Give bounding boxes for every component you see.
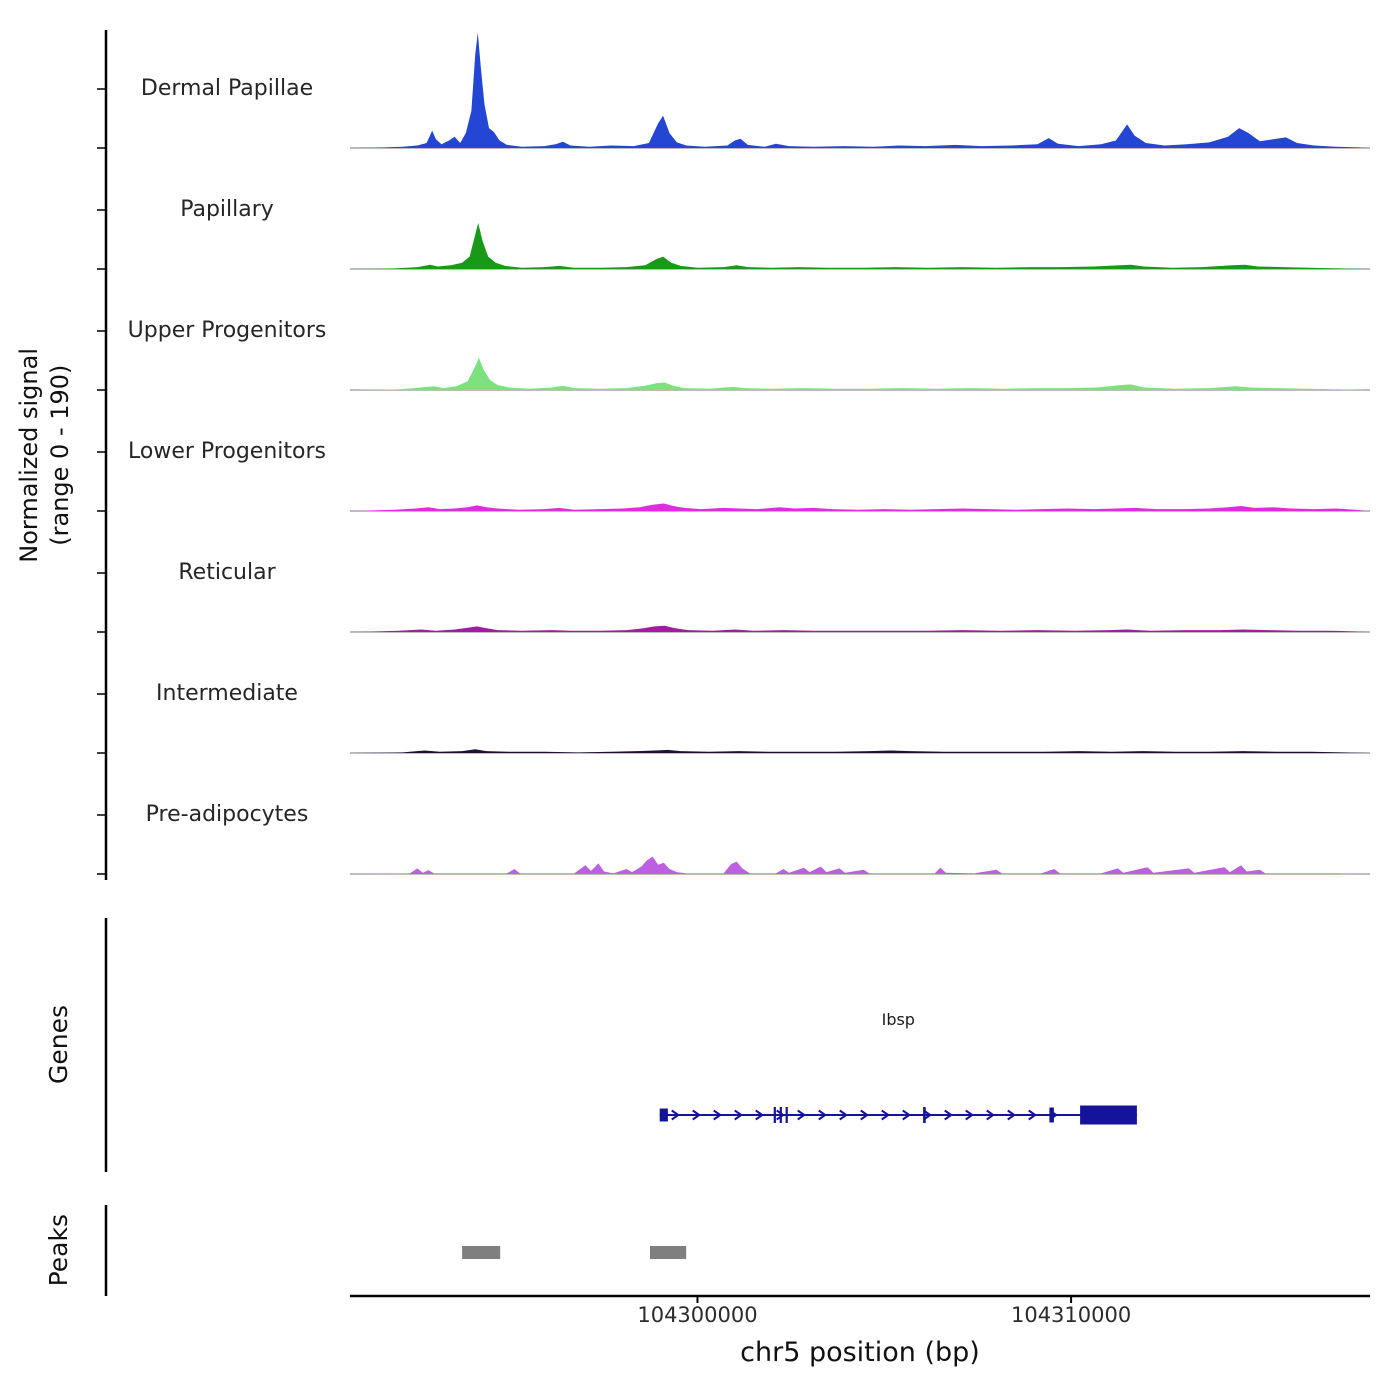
gene-strand-arrow xyxy=(1028,1109,1037,1121)
signal-papillary xyxy=(350,223,1370,269)
gene-exon xyxy=(659,1108,668,1122)
gene-strand-arrow xyxy=(1049,1109,1058,1121)
gene-strand-arrow xyxy=(734,1109,743,1121)
gene-strand-arrow xyxy=(986,1109,995,1121)
gene-exon xyxy=(785,1107,788,1123)
gene-strand-arrow xyxy=(692,1109,701,1121)
gene-strand-arrow xyxy=(797,1109,806,1121)
gene-exon xyxy=(773,1107,776,1123)
gene-strand-arrow xyxy=(881,1109,890,1121)
track-label-pre-adipocytes: Pre-adipocytes xyxy=(145,802,309,827)
peak-region xyxy=(650,1246,687,1259)
genes-section-label: Genes xyxy=(36,918,82,1172)
gene-exon xyxy=(1049,1107,1054,1123)
gene-exon xyxy=(779,1107,782,1123)
gene-strand-arrow xyxy=(818,1109,827,1121)
signal-dermal-papillae xyxy=(350,32,1370,148)
gene-strand-arrow xyxy=(944,1109,953,1121)
gene-exon xyxy=(1080,1105,1137,1125)
signal-lower-progenitors xyxy=(350,503,1370,511)
gene-strand-arrow xyxy=(671,1109,680,1121)
track-label-dermal-papillae: Dermal Papillae xyxy=(140,76,314,101)
gene-strand-arrow xyxy=(923,1109,932,1121)
gene-strand-arrow xyxy=(839,1109,848,1121)
signal-intermediate xyxy=(350,749,1370,753)
track-label-papillary: Papillary xyxy=(180,197,274,222)
gene-strand-arrow xyxy=(902,1109,911,1121)
signal-pre-adipocytes xyxy=(350,856,1370,874)
peak-region xyxy=(462,1246,501,1259)
y-axis-label: Normalized signal (range 0 - 190) xyxy=(10,30,80,880)
y-axis-label-line1: Normalized signal xyxy=(14,347,43,563)
signal-reticular xyxy=(350,625,1370,632)
y-axis-label-line2: (range 0 - 190) xyxy=(46,364,74,546)
x-tick-label-104310000: 104310000 xyxy=(1010,1303,1132,1327)
gene-strand-arrow xyxy=(755,1109,764,1121)
y-axis-label-text: Normalized signal (range 0 - 190) xyxy=(14,348,76,563)
gene-strand-arrow xyxy=(776,1109,785,1121)
gene-name-label: Ibsp xyxy=(881,1010,915,1029)
track-label-intermediate: Intermediate xyxy=(156,681,298,706)
gene-strand-arrow xyxy=(860,1109,869,1121)
genes-label-text: Genes xyxy=(43,1005,73,1085)
peaks-section-label: Peaks xyxy=(36,1203,82,1298)
gene-strand-arrow xyxy=(713,1109,722,1121)
x-tick-label-104300000: 104300000 xyxy=(637,1303,758,1327)
track-label-lower-progenitors: Lower Progenitors xyxy=(128,439,326,464)
signal-upper-progenitors xyxy=(350,357,1370,390)
track-label-upper-progenitors: Upper Progenitors xyxy=(127,318,327,343)
gene-strand-arrow xyxy=(1007,1109,1016,1121)
x-axis-title: chr5 position (bp) xyxy=(740,1337,980,1368)
track-label-reticular: Reticular xyxy=(178,560,276,585)
peaks-label-text: Peaks xyxy=(43,1214,73,1287)
gene-strand-arrow xyxy=(965,1109,974,1121)
gene-exon xyxy=(923,1107,926,1123)
